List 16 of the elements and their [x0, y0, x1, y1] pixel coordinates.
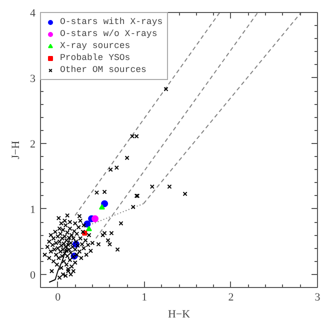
legend-label: O-stars with X-rays — [60, 17, 163, 27]
y-tick-label: 4 — [30, 8, 36, 20]
x-axis-title: H−K — [168, 308, 190, 320]
y-tick-label: 3 — [30, 72, 36, 85]
legend-label: Probable YSOs — [60, 53, 130, 63]
legend-label: Other OM sources — [60, 65, 146, 75]
x-tick-label: 3 — [314, 292, 321, 304]
x-tick-label: 1 — [142, 292, 148, 304]
y-tick-label: 2 — [30, 138, 36, 150]
legend-label: X-ray sources — [60, 41, 130, 51]
y-tick-label: 0 — [30, 269, 36, 282]
x-tick-label: 0 — [55, 292, 62, 304]
legend-label: O-stars w/o X-rays — [60, 29, 158, 39]
y-axis-title: J−H — [10, 140, 22, 160]
y-tick-label: 1 — [30, 204, 36, 216]
x-tick-label: 2 — [228, 292, 234, 304]
